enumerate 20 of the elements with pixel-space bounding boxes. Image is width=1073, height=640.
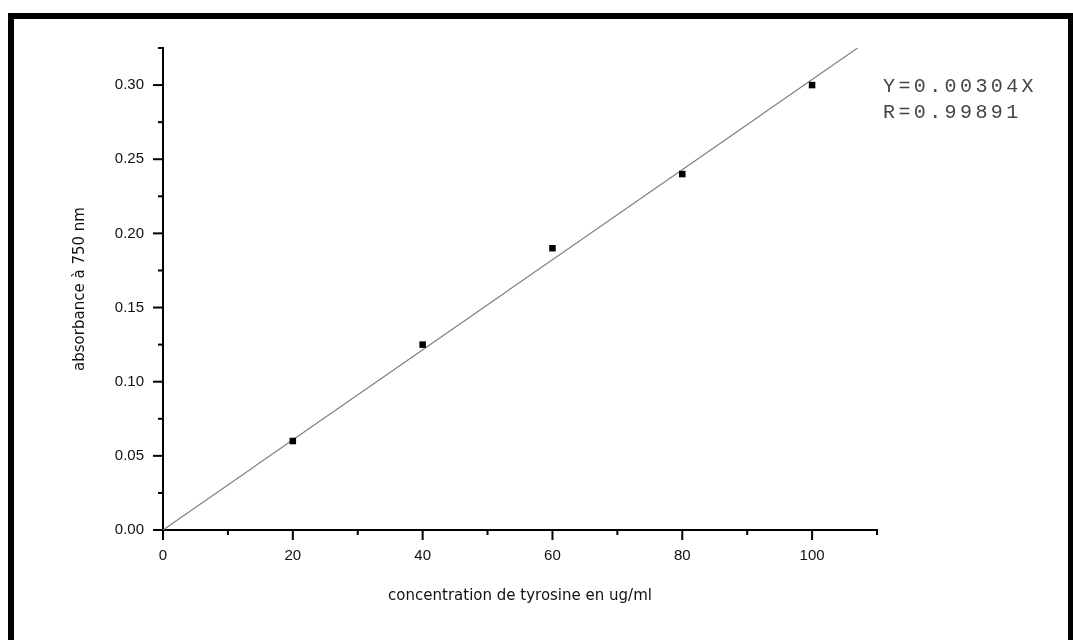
point (679, 170, 686, 178)
y-tick-label: 0.15 (114, 297, 144, 315)
y-tick-label: 0.20 (114, 223, 144, 241)
y-tick-label: 0.10 (114, 371, 144, 389)
x-tick-label: 100 (799, 546, 825, 564)
y-tick-label: 0.00 (114, 520, 144, 538)
text: Y=0.00304X (883, 74, 1038, 100)
x-tick-label: 80 (673, 546, 691, 564)
x-tick-label: 60 (544, 546, 561, 564)
x-axis-title: concentration de tyrosine en ug/ml (388, 585, 652, 604)
y-axis-title: absorbance à 750 nm (69, 207, 88, 371)
y-tick-label: 0.05 (114, 445, 144, 463)
x-tick-label: 0 (158, 546, 168, 564)
text: R=0.99891 (883, 100, 1023, 126)
point (549, 244, 556, 252)
x-tick-label: 20 (284, 546, 302, 564)
y-tick-label: 0.30 (114, 75, 144, 93)
point (419, 341, 426, 348)
y-tick-label: 0.25 (114, 149, 144, 167)
x-tick-label: 40 (414, 546, 431, 564)
